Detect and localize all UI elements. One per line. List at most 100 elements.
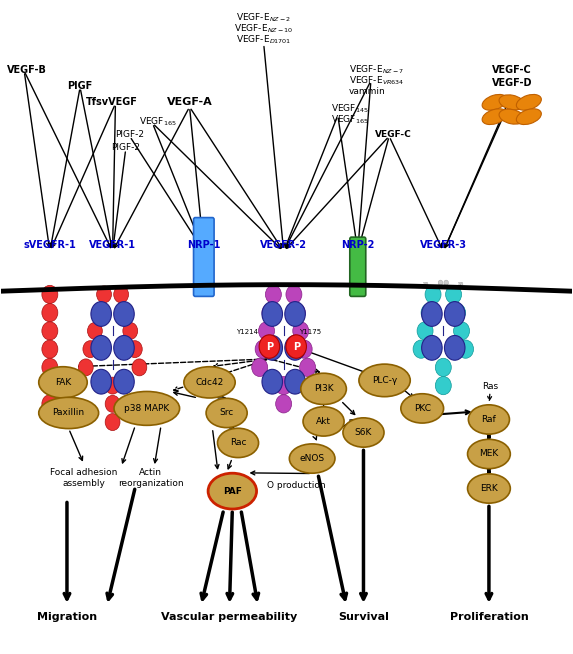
Text: VEGF-E$_{D1701}$: VEGF-E$_{D1701}$ <box>236 33 292 46</box>
Circle shape <box>105 396 120 412</box>
Circle shape <box>293 322 309 340</box>
Text: VEGFR-3: VEGFR-3 <box>420 240 467 250</box>
Text: PIGF: PIGF <box>67 81 92 91</box>
Ellipse shape <box>499 95 524 110</box>
Ellipse shape <box>285 370 305 394</box>
Text: VEGF-B: VEGF-B <box>7 65 47 75</box>
Text: VEGF$_{145}$: VEGF$_{145}$ <box>331 103 368 115</box>
Text: P: P <box>293 341 300 352</box>
Circle shape <box>105 413 120 430</box>
Circle shape <box>42 322 58 340</box>
Ellipse shape <box>359 364 410 397</box>
Text: VEGF-E$_{VR634}$: VEGF-E$_{VR634}$ <box>349 75 405 87</box>
Ellipse shape <box>206 398 247 428</box>
Circle shape <box>421 303 437 322</box>
Circle shape <box>276 377 292 395</box>
Circle shape <box>97 286 111 303</box>
Circle shape <box>450 303 465 322</box>
Text: Y1214: Y1214 <box>236 329 258 335</box>
FancyBboxPatch shape <box>194 218 214 296</box>
Circle shape <box>105 377 120 394</box>
Text: NRP-2: NRP-2 <box>341 240 375 250</box>
Ellipse shape <box>91 336 111 360</box>
Text: Ras: Ras <box>482 383 498 391</box>
Ellipse shape <box>445 301 465 326</box>
Ellipse shape <box>91 301 111 326</box>
Text: PI3K: PI3K <box>314 385 333 393</box>
Ellipse shape <box>262 370 282 394</box>
Circle shape <box>286 285 302 303</box>
Text: Survival: Survival <box>338 611 389 622</box>
Circle shape <box>113 286 128 303</box>
Circle shape <box>258 322 274 340</box>
Text: VEGF-A: VEGF-A <box>167 97 213 107</box>
Circle shape <box>262 303 278 322</box>
Circle shape <box>83 341 98 358</box>
Ellipse shape <box>208 473 257 509</box>
Text: ss: ss <box>457 281 464 286</box>
Ellipse shape <box>39 367 87 398</box>
Text: vammin: vammin <box>349 88 386 96</box>
Text: VEGFR-2: VEGFR-2 <box>260 240 307 250</box>
Ellipse shape <box>482 94 507 111</box>
Text: Focal adhesion
assembly: Focal adhesion assembly <box>50 468 118 488</box>
Ellipse shape <box>113 336 134 360</box>
Ellipse shape <box>516 94 541 111</box>
Circle shape <box>446 285 462 303</box>
Ellipse shape <box>343 418 384 447</box>
Ellipse shape <box>91 370 111 394</box>
Circle shape <box>413 340 429 358</box>
Circle shape <box>42 340 58 358</box>
Text: VEGF-C: VEGF-C <box>492 65 532 75</box>
Text: PAF: PAF <box>223 487 242 496</box>
Circle shape <box>454 322 469 340</box>
Ellipse shape <box>303 407 344 436</box>
Circle shape <box>255 340 271 358</box>
Text: PLC-γ: PLC-γ <box>372 376 397 385</box>
Circle shape <box>265 285 281 303</box>
Circle shape <box>300 358 316 377</box>
Ellipse shape <box>113 301 134 326</box>
Text: eNOS: eNOS <box>300 454 325 463</box>
Text: O production: O production <box>266 481 325 490</box>
Ellipse shape <box>468 439 511 469</box>
Ellipse shape <box>289 444 335 473</box>
Ellipse shape <box>114 392 179 425</box>
Circle shape <box>296 340 312 358</box>
Ellipse shape <box>516 109 541 124</box>
Ellipse shape <box>301 373 346 404</box>
Text: FAK: FAK <box>55 378 71 387</box>
Circle shape <box>286 335 307 358</box>
Text: S6K: S6K <box>355 428 372 437</box>
Text: VEGF-E$_{NZ-10}$: VEGF-E$_{NZ-10}$ <box>234 22 293 35</box>
Circle shape <box>289 303 305 322</box>
Ellipse shape <box>422 336 442 360</box>
Text: Proliferation: Proliferation <box>450 611 528 622</box>
Circle shape <box>259 335 280 358</box>
Circle shape <box>123 322 138 339</box>
Circle shape <box>42 395 58 413</box>
Ellipse shape <box>445 336 465 360</box>
Text: Actin
reorganization: Actin reorganization <box>118 468 183 488</box>
Text: Cdc42: Cdc42 <box>195 378 223 387</box>
Text: Vascular permeability: Vascular permeability <box>162 611 297 622</box>
Circle shape <box>276 395 292 413</box>
Circle shape <box>425 285 441 303</box>
Text: VEGF-C: VEGF-C <box>375 130 411 139</box>
Circle shape <box>435 377 452 395</box>
Ellipse shape <box>285 301 305 326</box>
Ellipse shape <box>262 301 282 326</box>
Text: sVEGFR-1: sVEGFR-1 <box>23 240 76 250</box>
Text: PKC: PKC <box>414 404 431 413</box>
Circle shape <box>42 358 58 377</box>
Circle shape <box>42 285 58 303</box>
Text: VEGF-E$_{NZ-2}$: VEGF-E$_{NZ-2}$ <box>236 11 291 24</box>
Circle shape <box>88 322 103 339</box>
Text: ERK: ERK <box>480 484 498 493</box>
Circle shape <box>435 358 452 377</box>
Text: p38 MAPK: p38 MAPK <box>124 404 170 413</box>
Circle shape <box>417 322 433 340</box>
Text: PIGF-2: PIGF-2 <box>111 143 140 152</box>
Ellipse shape <box>468 405 509 434</box>
Circle shape <box>444 280 449 285</box>
